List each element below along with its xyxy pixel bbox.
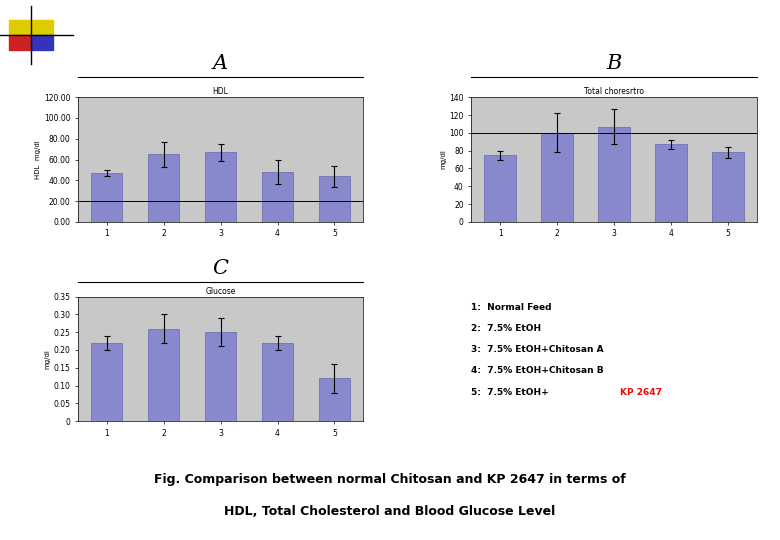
Text: 2:  7.5% EtOH: 2: 7.5% EtOH [471, 324, 541, 333]
Bar [91, 343, 122, 421]
Bar [319, 379, 350, 421]
Bar [205, 332, 236, 421]
Y-axis label: HDL  mg/dl: HDL mg/dl [35, 140, 41, 179]
Bar [148, 329, 179, 421]
Bar [319, 176, 350, 222]
Bar [262, 343, 293, 421]
Bar [91, 173, 122, 222]
Text: C: C [213, 259, 229, 278]
Bar [712, 152, 743, 222]
Text: 4:  7.5% EtOH+Chitosan B: 4: 7.5% EtOH+Chitosan B [471, 366, 604, 375]
Bar [655, 144, 686, 222]
Bar [262, 172, 293, 222]
Bar [541, 133, 573, 222]
Text: 1:  Normal Feed: 1: Normal Feed [471, 303, 552, 312]
Title: HDL: HDL [213, 87, 229, 97]
Text: 3:  7.5% EtOH+Chitosan A: 3: 7.5% EtOH+Chitosan A [471, 345, 604, 354]
Y-axis label: mg/dl: mg/dl [44, 349, 51, 369]
Title: Glucose: Glucose [205, 287, 236, 296]
Text: 5:  7.5% EtOH+: 5: 7.5% EtOH+ [471, 388, 549, 396]
Y-axis label: mg/dl: mg/dl [441, 150, 447, 170]
Text: HDL, Total Cholesterol and Blood Glucose Level: HDL, Total Cholesterol and Blood Glucose… [225, 505, 555, 518]
Text: B: B [606, 54, 622, 73]
Title: Total choresrtro: Total choresrtro [584, 87, 644, 97]
Bar [484, 155, 516, 222]
Text: Fig. Comparison between normal Chitosan and KP 2647 in terms of: Fig. Comparison between normal Chitosan … [154, 473, 626, 486]
Text: A: A [213, 54, 228, 73]
Bar [148, 154, 179, 222]
Bar [598, 126, 629, 222]
Bar [205, 152, 236, 222]
Text: KP 2647: KP 2647 [620, 388, 661, 396]
